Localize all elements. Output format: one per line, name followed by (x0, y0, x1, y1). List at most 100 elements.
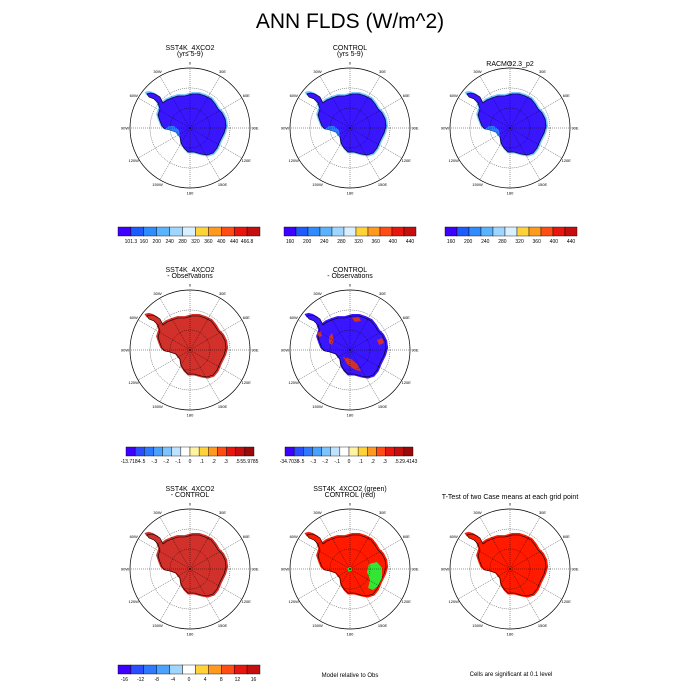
colorbar-tick-label: .3 (383, 459, 387, 465)
panel-subtitle: CONTROL (red) (324, 492, 376, 499)
colorbar-sst4k-minus-obs: -13.7184 -.5 -.3 -.2 -.1 0 .1 .2 .3 .5 55.9785 (121, 446, 259, 465)
colorbar-swatch (144, 446, 154, 457)
longitude-label: 90W (281, 567, 289, 572)
polar-map: 0 30E 60E 90E 120E 150E 180 150W 120W 90W 60W 30W (281, 283, 419, 418)
colorbar-swatch (376, 446, 386, 457)
map-border (289, 289, 411, 411)
colorbar-swatch (394, 446, 405, 457)
longitude-label: 90E (571, 567, 578, 572)
model-relative-note: Model relative to Obs (321, 673, 379, 679)
colorbar-tick-label: 466.8 (241, 239, 254, 245)
colorbar-swatch (235, 446, 246, 457)
longitude-label: 120W (288, 380, 299, 385)
colorbar-tick-label: 320 (515, 239, 524, 245)
meridian-line (159, 516, 191, 570)
colorbar-swatch (444, 226, 458, 237)
colorbar-swatch (331, 226, 345, 237)
meridian-line (509, 127, 563, 159)
colorbar-swatch (246, 664, 261, 675)
longitude-label: 120W (128, 158, 139, 163)
colorbar-swatch (208, 664, 222, 675)
longitude-label: 60W (290, 534, 298, 539)
longitude-label: 60W (290, 315, 298, 320)
panel-title: CONTROL (332, 45, 368, 52)
colorbar-tick-label: .1 (200, 459, 204, 465)
longitude-label: 150E (378, 623, 388, 628)
longitude-label: 90E (251, 567, 258, 572)
longitude-label: 90W (281, 348, 289, 353)
longitude-label: 180 (507, 632, 514, 637)
longitude-label: 30E (539, 69, 546, 74)
colorbar-swatch (208, 446, 218, 457)
colorbar-tick-label: -.3 (151, 459, 157, 465)
colorbar-swatch (307, 226, 321, 237)
longitude-label: 30E (219, 510, 226, 515)
longitude-label: 120E (562, 158, 572, 163)
meridian-line (349, 568, 381, 622)
polar-map: 0 30E 60E 90E 120E 150E 180 150W 120W 90W 60W 30W (121, 61, 259, 196)
colorbar-swatch (246, 226, 261, 237)
meridian-line (319, 516, 351, 570)
colorbar-swatch (379, 226, 393, 237)
colorbar-tick-label: 240 (320, 239, 329, 245)
colorbar-tick-label: .5 (394, 459, 398, 465)
longitude-label: 90E (251, 126, 258, 131)
longitude-label: 120E (402, 599, 412, 604)
figure-title: ANN FLDS (W/m^2) (255, 10, 445, 33)
colorbar-swatch (117, 664, 132, 675)
colorbar-tick-label: 280 (498, 239, 507, 245)
colorbar-swatch (303, 446, 313, 457)
meridian-line (509, 568, 541, 622)
longitude-label: 180 (347, 632, 354, 637)
longitude-label: 90W (441, 567, 449, 572)
polar-map: 0 30E 60E 90E 120E 150E 180 150W 120W 90W 60W 30W (121, 502, 259, 637)
map-border (449, 508, 571, 630)
colorbar-tick-label: -8 (155, 677, 160, 683)
longitude-label: 30E (219, 291, 226, 296)
colorbar-swatch (180, 446, 191, 457)
longitude-label: 120W (128, 599, 139, 604)
colorbar-swatch (143, 664, 157, 675)
meridian-line (509, 568, 563, 600)
longitude-label: 90E (411, 567, 418, 572)
longitude-label: 60E (243, 534, 250, 539)
significance-note: Cells are significant at 0.1 level (469, 672, 553, 678)
panel-title: SST4K_4XCO2 (165, 45, 215, 52)
colorbar-sst4k: 101.3 160 200 240 280 320 360 400 440 466.8 (117, 226, 261, 245)
colorbar-tick-label: 160 (140, 239, 149, 245)
longitude-label: 60E (563, 93, 570, 98)
colorbar-swatch (208, 226, 222, 237)
map-border (129, 289, 251, 411)
longitude-label: 30E (379, 69, 386, 74)
panel-subtitle: (yrs 5-9) (336, 51, 364, 58)
longitude-label: 90W (121, 348, 129, 353)
panel-title: SST4K_4XCO2 (165, 267, 215, 274)
meridian-line (509, 538, 563, 570)
colorbar-tick-label: 200 (303, 239, 312, 245)
longitude-label: 180 (347, 191, 354, 196)
longitude-label: 90W (121, 567, 129, 572)
colorbar-tick-label: -.2 (163, 459, 169, 465)
colorbar-control: 160 200 240 280 320 360 400 440 (283, 226, 417, 245)
longitude-label: 150W (472, 623, 483, 628)
colorbar-swatch (153, 446, 163, 457)
longitude-label: 60E (243, 315, 250, 320)
panel-title: CONTROL (332, 267, 368, 274)
positive-bias-patch (343, 357, 361, 371)
longitude-label: 120W (288, 158, 299, 163)
longitude-label: 30W (153, 291, 161, 296)
colorbar-swatch (134, 446, 145, 457)
positive-bias-patch (329, 333, 334, 345)
longitude-label: 0 (509, 61, 512, 66)
colorbar-swatch (367, 446, 377, 457)
longitude-label: 150W (152, 182, 163, 187)
longitude-label: 60W (450, 93, 458, 98)
colorbar-tick-label: 0 (189, 459, 192, 465)
colorbar-tick-label: 200 (464, 239, 473, 245)
colorbar-tick-label: 29.4143 (399, 459, 417, 465)
colorbar-swatch (169, 664, 183, 675)
colorbar-tick-label: 360 (204, 239, 213, 245)
colorbar-tick-label: 320 (354, 239, 363, 245)
colorbar-tick-label: 8 (220, 677, 223, 683)
longitude-label: 30E (379, 291, 386, 296)
